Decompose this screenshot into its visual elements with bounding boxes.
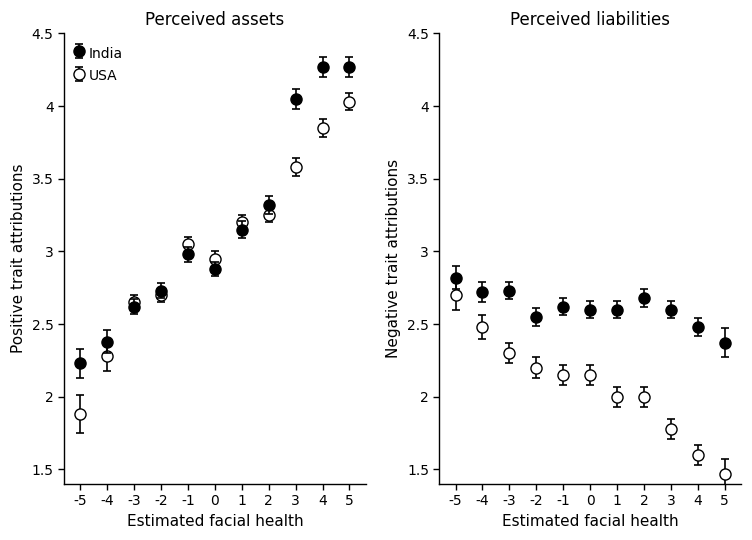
Title: Perceived assets: Perceived assets [145, 11, 284, 29]
Y-axis label: Negative trait attributions: Negative trait attributions [387, 159, 402, 358]
X-axis label: Estimated facial health: Estimated facial health [126, 514, 303, 529]
Legend: India, USA: India, USA [71, 40, 127, 88]
X-axis label: Estimated facial health: Estimated facial health [502, 514, 678, 529]
Title: Perceived liabilities: Perceived liabilities [510, 11, 670, 29]
Y-axis label: Positive trait attributions: Positive trait attributions [11, 164, 26, 354]
